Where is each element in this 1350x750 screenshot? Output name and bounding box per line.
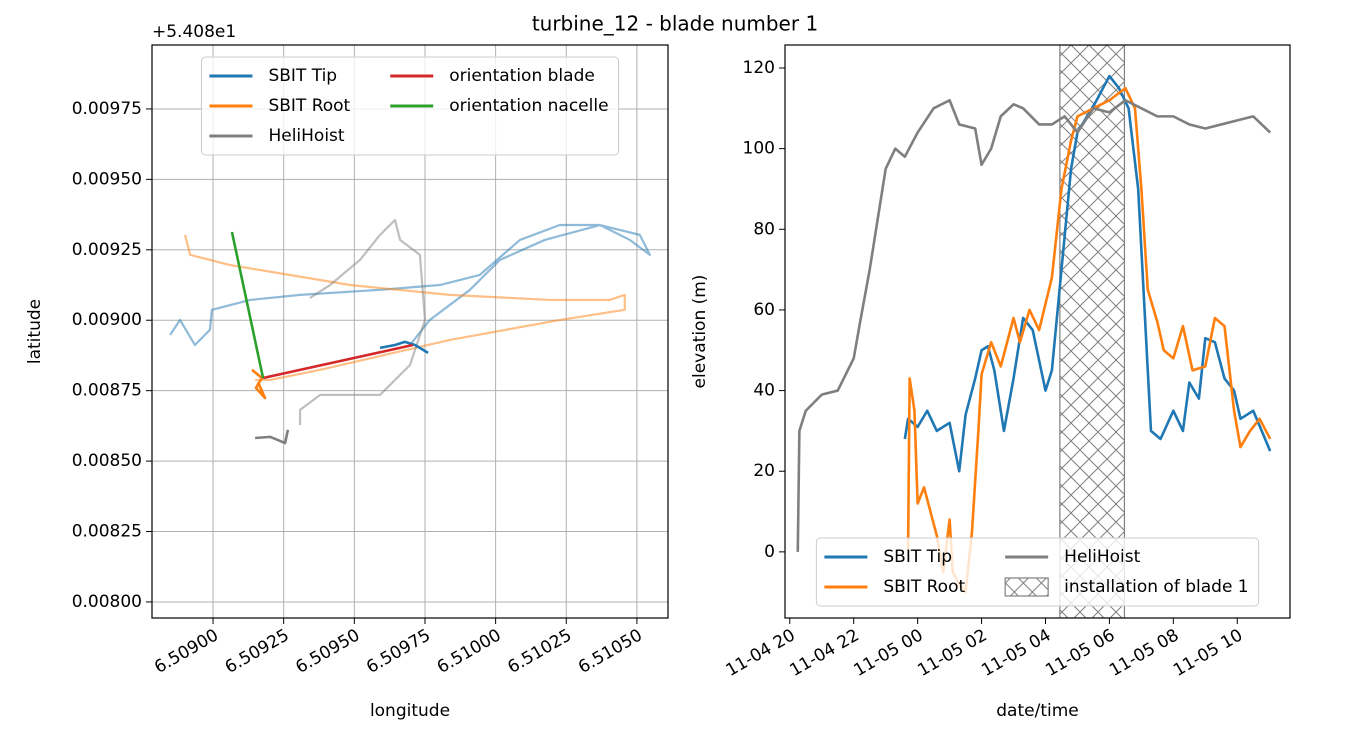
y-tick-label: 0 — [764, 542, 775, 562]
legend-label: orientation blade — [449, 66, 595, 86]
legend: SBIT Tip SBIT Root HeliHoist installation o… — [815, 537, 1260, 607]
legend: SBIT Tip SBIT Root HeliHoist orientation bl… — [200, 56, 620, 156]
x-axis-label: date/time — [996, 701, 1078, 721]
legend-handle — [1004, 577, 1049, 597]
axis-offset-label: +5.408e1 — [152, 22, 236, 42]
track-line — [298, 218, 427, 426]
series-line — [255, 429, 290, 445]
y-tick-label: 80 — [753, 219, 775, 239]
span — [1059, 45, 1126, 618]
legend-label: orientation nacelle — [449, 96, 608, 116]
legend-label: HeliHoist — [268, 126, 344, 146]
track-line — [169, 223, 652, 347]
legend-label: SBIT Tip — [883, 547, 952, 567]
y-tick-label: 100 — [743, 139, 775, 159]
axes-frame — [784, 44, 1291, 619]
series-line — [230, 231, 265, 379]
legend-box — [815, 537, 1260, 607]
y-axis-label: latitude — [25, 299, 45, 364]
y-tick-label: 0.00975 — [72, 99, 142, 119]
series-line — [251, 368, 267, 400]
series-line — [796, 98, 1272, 552]
y-tick-label: 0.00900 — [72, 310, 142, 330]
y-tick-label: 0.00800 — [72, 592, 142, 612]
y-tick-label: 0.00950 — [72, 169, 142, 189]
series-line — [379, 340, 429, 355]
y-tick-label: 0.00875 — [72, 381, 142, 401]
y-tick-label: 40 — [753, 381, 775, 401]
axes-frame — [151, 44, 669, 619]
plot-area — [169, 218, 652, 445]
figure-title: turbine_12 - blade number 1 — [532, 12, 818, 36]
track-line — [183, 234, 626, 382]
legend-label: SBIT Root — [268, 96, 350, 116]
y-tick-label: 20 — [753, 461, 775, 481]
y-axis-label: elevation (m) — [690, 275, 710, 389]
y-tick-label: 60 — [753, 300, 775, 320]
y-tick-label: 0.00850 — [72, 451, 142, 471]
y-tick-label: 120 — [743, 58, 775, 78]
legend-label: SBIT Root — [883, 577, 965, 597]
series-line — [262, 343, 414, 380]
legend-label: SBIT Tip — [268, 66, 337, 86]
legend-label: HeliHoist — [1064, 547, 1140, 567]
legend-label: installation of blade 1 — [1064, 577, 1248, 597]
plot-area — [796, 45, 1272, 618]
y-tick-label: 0.00825 — [72, 522, 142, 542]
y-tick-label: 0.00925 — [72, 240, 142, 260]
x-axis-label: longitude — [370, 701, 450, 721]
